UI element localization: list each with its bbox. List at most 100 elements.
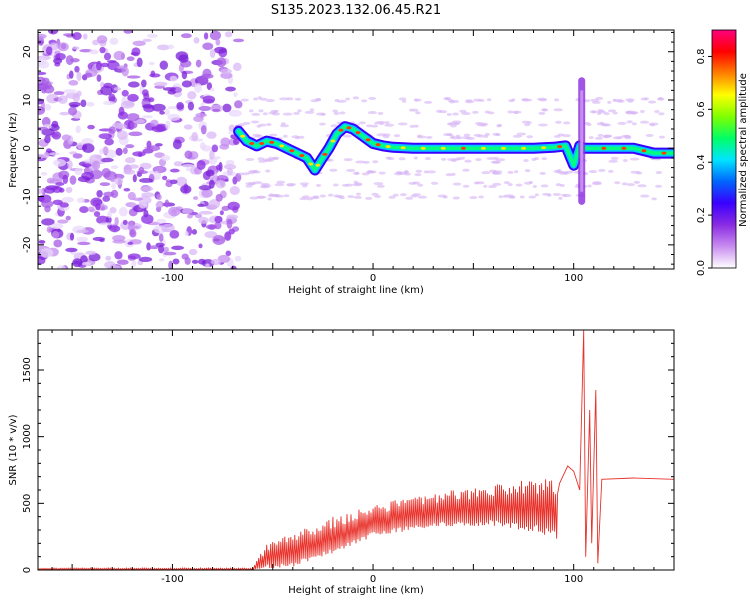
harmonic-blob — [528, 195, 536, 199]
harmonic-blob — [424, 157, 431, 161]
noise-blob — [80, 99, 87, 108]
noise-blob — [59, 202, 69, 208]
noise-blob — [65, 247, 78, 253]
noise-blob — [232, 138, 240, 145]
harmonic-blob — [367, 111, 378, 115]
noise-blob — [191, 259, 199, 264]
harmonic-blob — [588, 136, 594, 140]
noise-blob — [187, 90, 197, 100]
harmonic-blob — [409, 124, 416, 128]
snr-line — [38, 330, 674, 570]
harmonic-blob — [554, 98, 560, 102]
harmonic-blob — [513, 111, 519, 115]
harmonic-blob — [276, 180, 286, 184]
noise-blob — [65, 55, 74, 66]
harmonic-blob — [507, 110, 514, 114]
snr-xtick-label: -100 — [161, 574, 184, 585]
harmonic-blob — [562, 134, 571, 138]
harmonic-blob — [398, 97, 407, 101]
noise-blob — [147, 97, 155, 103]
noise-blob — [142, 104, 154, 109]
noise-blob — [128, 164, 139, 169]
harmonic-blob — [461, 136, 472, 140]
noise-blob — [69, 175, 77, 185]
harmonic-blob — [259, 97, 268, 101]
harmonic-blob — [486, 156, 497, 160]
noise-blob — [95, 202, 101, 211]
noise-blob — [121, 66, 129, 77]
harmonic-blob — [596, 122, 604, 126]
harmonic-blob — [245, 184, 253, 188]
noise-blob — [139, 177, 153, 183]
noise-blob — [180, 33, 192, 39]
noise-blob — [81, 163, 92, 168]
noise-blob — [57, 42, 69, 52]
snr-xtick-label: 0 — [370, 574, 376, 585]
noise-blob — [208, 198, 221, 209]
noise-blob — [38, 240, 46, 244]
ridge-hotspot — [240, 134, 246, 138]
noise-blob — [110, 165, 119, 170]
snr-xtick-label: 100 — [564, 574, 583, 585]
ridge-hotspot — [322, 152, 328, 156]
noise-blob — [223, 164, 237, 170]
harmonic-blob — [503, 181, 510, 185]
ridge-hotspot — [338, 128, 344, 132]
harmonic-blob — [612, 111, 618, 115]
noise-blob — [176, 102, 184, 110]
harmonic-blob — [442, 133, 453, 137]
colorbar-tick-label: 0.0 — [696, 260, 707, 276]
noise-blob — [157, 44, 170, 51]
harmonic-blob — [405, 196, 414, 200]
harmonic-blob — [253, 97, 259, 101]
harmonic-blob — [538, 123, 548, 127]
noise-blob — [158, 258, 165, 262]
noise-blob — [181, 253, 189, 260]
noise-blob — [146, 145, 161, 152]
noise-blob — [38, 153, 46, 159]
noise-blob — [51, 131, 62, 140]
spectrogram-frame — [37, 29, 675, 270]
harmonic-blob — [462, 184, 470, 188]
spectrogram-xlabel: Height of straight line (km) — [288, 285, 424, 296]
noise-blob — [117, 259, 129, 265]
harmonic-blob — [242, 121, 251, 125]
noise-blob — [125, 144, 135, 149]
harmonic-blob — [315, 183, 322, 187]
noise-blob — [122, 219, 128, 226]
chart-title: S135.2023.132.06.45.R21 — [271, 3, 441, 18]
harmonic-blob — [475, 158, 482, 162]
noise-blob — [127, 192, 136, 201]
harmonic-blob — [450, 136, 460, 140]
harmonic-blob — [345, 97, 350, 101]
noise-blob — [98, 133, 113, 140]
harmonic-blob — [446, 112, 452, 116]
noise-blob — [69, 232, 75, 241]
harmonic-blob — [423, 100, 433, 104]
ridge-hotspot — [299, 154, 305, 158]
harmonic-blob — [361, 172, 370, 176]
harmonic-blob — [245, 157, 255, 161]
harmonic-blob — [658, 135, 665, 139]
noise-blob — [81, 138, 94, 146]
noise-blob — [41, 87, 47, 94]
noise-blob — [200, 102, 205, 107]
harmonic-blob — [371, 192, 379, 196]
noise-blob — [59, 111, 70, 116]
harmonic-blob — [301, 184, 308, 188]
noise-blob — [161, 154, 171, 161]
noise-blob — [183, 183, 189, 194]
harmonic-blob — [478, 195, 484, 199]
noise-blob — [118, 206, 128, 217]
harmonic-blob — [286, 183, 295, 187]
noise-blob — [138, 166, 145, 174]
harmonic-blob — [443, 97, 452, 101]
noise-blob — [76, 229, 89, 233]
harmonic-blob — [513, 170, 519, 174]
harmonic-blob — [415, 111, 421, 115]
harmonic-blob — [648, 100, 657, 104]
noise-blob — [213, 46, 227, 54]
colorbar-tick-label: 0.4 — [696, 154, 707, 170]
harmonic-blob — [597, 109, 605, 113]
noise-blob — [127, 253, 141, 260]
